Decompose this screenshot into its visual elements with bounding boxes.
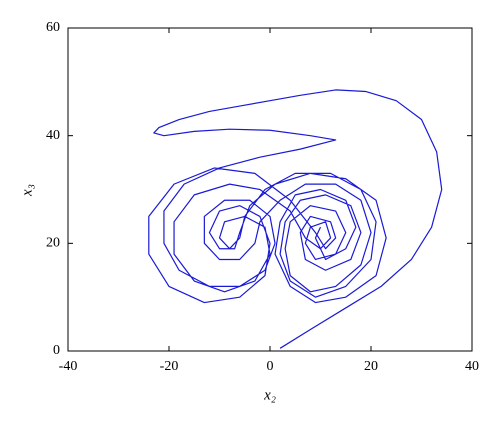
x-tick-label: -40 [59, 359, 78, 374]
plot-frame [67, 27, 473, 352]
x-tick-label: 20 [364, 359, 378, 374]
x-tick-label: 40 [465, 359, 479, 374]
x-tick-label: 0 [267, 359, 274, 374]
x-tick-label: -20 [160, 359, 179, 374]
x-axis-label: x₂ [263, 387, 276, 403]
y-tick-label: 20 [46, 236, 60, 251]
y-tick-label: 40 [46, 128, 60, 143]
y-tick-label: 0 [53, 343, 60, 358]
trajectory [148, 89, 443, 349]
y-axis-label: x₃ [19, 184, 35, 197]
y-tick-label: 60 [46, 20, 60, 35]
